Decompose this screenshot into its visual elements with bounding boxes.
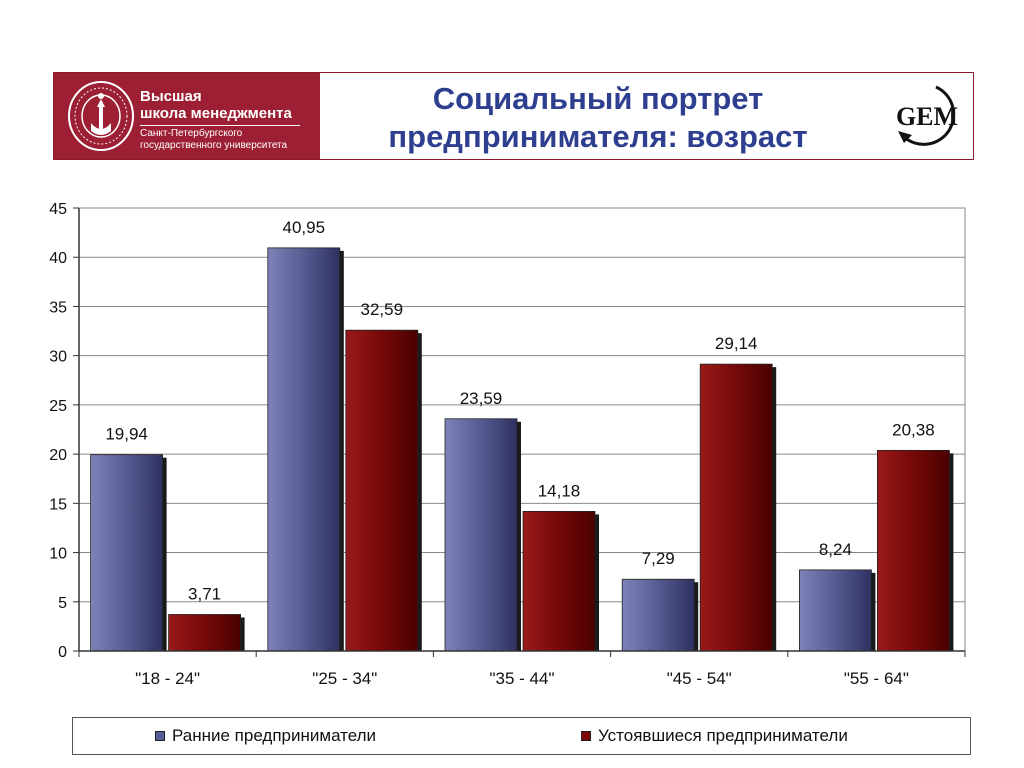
bar-value-label: 19,94 [105,425,148,444]
y-tick-label: 25 [49,398,67,415]
x-tick-label: "25 - 34" [312,669,377,688]
bar-value-label: 8,24 [819,540,852,559]
chart-legend: Ранние предприниматели Устоявшиеся предп… [72,717,971,755]
x-tick-label: "35 - 44" [490,669,555,688]
bar-early [444,418,518,652]
brand-name-line1: Высшая [140,88,202,105]
bar-early [799,569,872,652]
y-tick-label: 15 [49,496,67,513]
y-tick-label: 0 [58,644,67,661]
bar-established [522,511,596,652]
y-tick-label: 30 [49,349,67,366]
axes: 0 5 10 15 20 25 30 35 40 45 "18 - 24" "25 - 34" "35 … [49,201,966,688]
value-labels: 19,94 40,95 23,59 7,29 8,24 3,71 32,59 14,18 29,… [105,218,934,604]
slide-title-line1: Социальный портрет [432,81,764,116]
legend-label-early: Ранние предприниматели [172,726,377,745]
y-tick-label: 10 [49,546,67,563]
bar-value-label: 14,18 [538,481,581,500]
y-tick-label: 5 [58,595,67,612]
university-seal-icon [68,81,134,151]
slide-title-line2: предпринимателя: возраст [388,119,808,154]
bars [90,247,954,652]
brand-subtitle-line1: Санкт-Петербургского [140,128,243,139]
legend-label-established: Устоявшиеся предприниматели [598,726,848,745]
bar-established [699,363,773,652]
bar-value-label: 7,29 [642,549,675,568]
x-tick-label: "18 - 24" [135,669,200,688]
gem-logo: GEM [896,85,958,146]
gem-logo-text: GEM [896,102,958,131]
bar-established [168,614,242,652]
bar-value-label: 32,59 [361,300,404,319]
bar-early [621,578,695,652]
y-tick-label: 40 [49,250,67,267]
brand-name-line2: школа менеджмента [140,105,292,122]
bar-early [267,247,341,652]
bar-value-label: 29,14 [715,334,758,353]
brand-subtitle-line2: государственного университета [140,140,288,151]
legend-swatch-established [581,731,591,741]
y-tick-label: 35 [49,299,67,316]
y-tick-label: 20 [49,447,67,464]
bar-value-label: 20,38 [892,420,935,439]
bar-early [90,454,163,652]
bar-value-label: 23,59 [460,389,503,408]
bar-established [345,329,419,652]
x-tick-label: "55 - 64" [844,669,909,688]
age-bar-chart: 19,94 40,95 23,59 7,29 8,24 3,71 32,59 14,18 29,… [49,201,966,688]
brand-divider [140,125,300,126]
legend-swatch-early [155,731,165,741]
y-tick-label: 45 [49,201,67,218]
x-tick-label: "45 - 54" [667,669,732,688]
slide-header: Высшая школа менеджмента Санкт-Петербург… [53,72,974,160]
bar-value-label: 40,95 [283,218,326,237]
bar-value-label: 3,71 [188,584,221,603]
school-brand-block: Высшая школа менеджмента Санкт-Петербург… [54,73,320,159]
bar-established [877,449,950,652]
